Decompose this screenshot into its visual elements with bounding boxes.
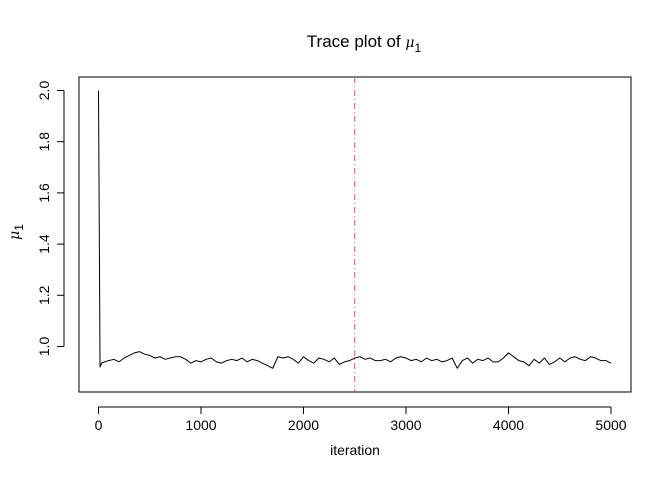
- trace-line: [98, 90, 612, 369]
- y-tick-label: 1.6: [36, 183, 52, 203]
- chart-title-text: Trace plot of: [307, 32, 406, 51]
- y-axis-label-symbol: μ: [7, 231, 23, 240]
- x-tick-label: 4000: [493, 417, 524, 433]
- x-axis-label: iteration: [330, 442, 380, 458]
- x-tick-label: 0: [95, 417, 103, 433]
- series-group: [98, 90, 612, 369]
- chart-title-symbol: μ: [405, 35, 414, 51]
- y-tick-label: 1.0: [36, 337, 52, 357]
- x-tick-label: 3000: [390, 417, 421, 433]
- x-tick-label: 2000: [288, 417, 319, 433]
- x-tick-label: 1000: [185, 417, 216, 433]
- x-axis: 0 1000 2000 3000 4000 5000: [95, 406, 627, 433]
- y-tick-label: 2.0: [36, 81, 52, 101]
- y-axis-label: μ1: [7, 224, 26, 240]
- chart-title-subscript: 1: [415, 41, 422, 55]
- y-tick-label: 1.4: [36, 234, 52, 254]
- y-tick-label: 1.2: [36, 285, 52, 305]
- chart-title: Trace plot of μ1: [307, 32, 422, 55]
- x-tick-label: 5000: [595, 417, 626, 433]
- y-tick-label: 1.8: [36, 132, 52, 152]
- y-axis: 1.0 1.2 1.4 1.6 1.8 2.0: [36, 81, 65, 357]
- y-axis-label-subscript: 1: [12, 224, 26, 231]
